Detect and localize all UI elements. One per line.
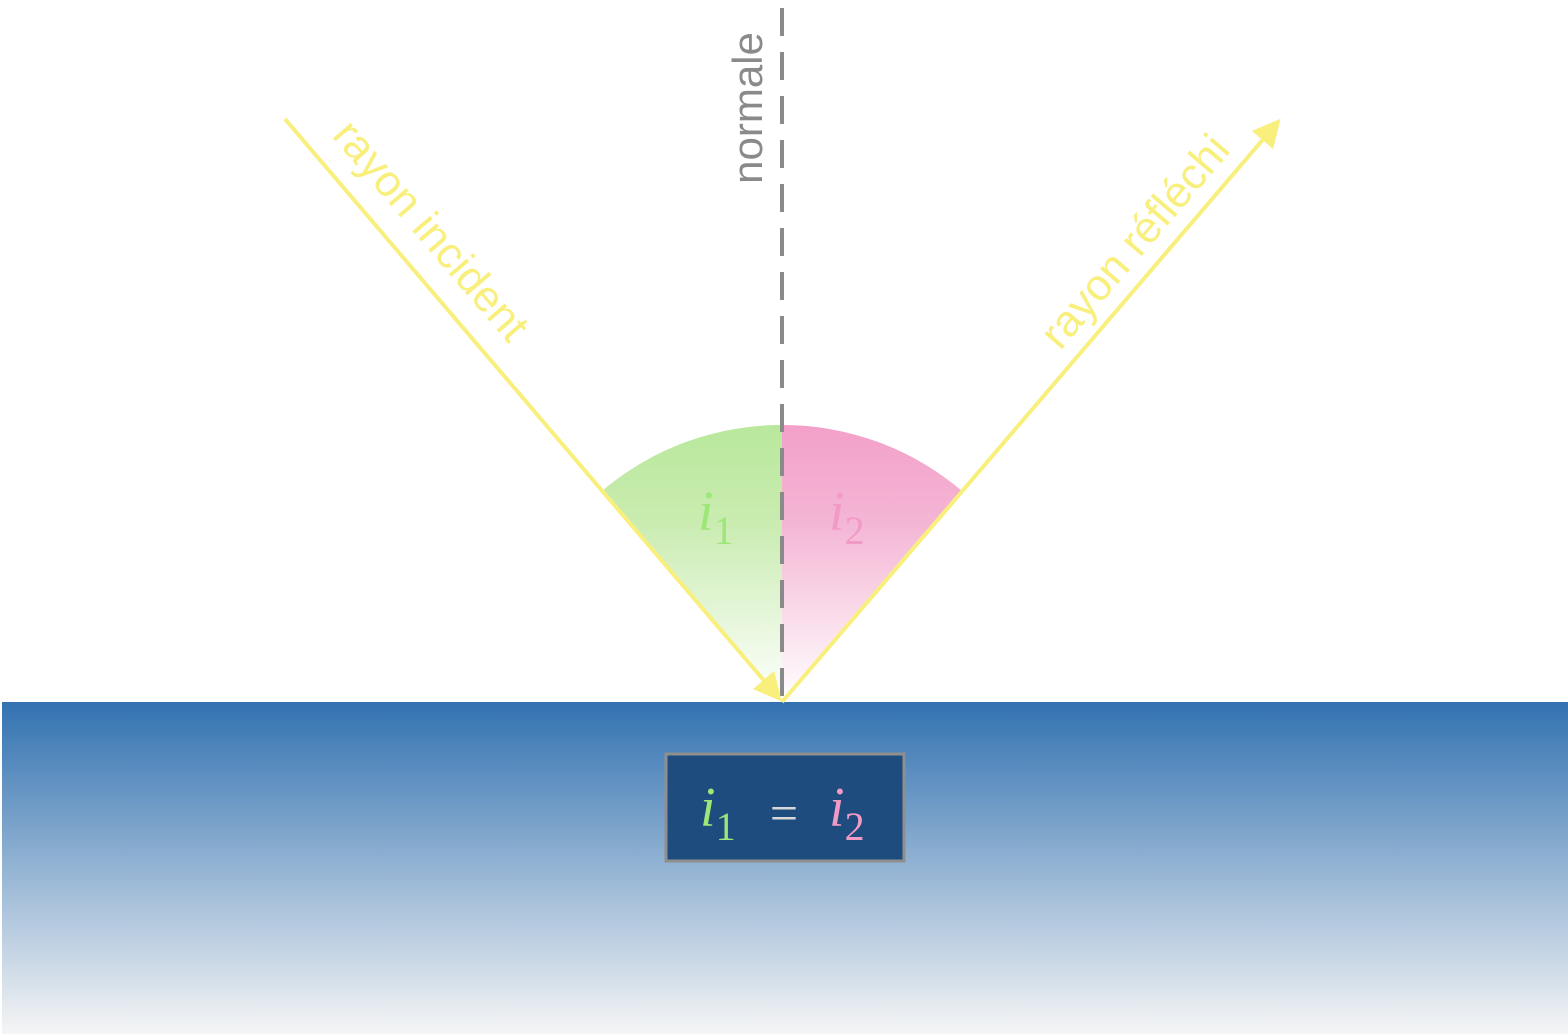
law-right-term: i2 xyxy=(829,777,865,849)
reflected-ray xyxy=(780,118,1281,704)
law-operator: = xyxy=(770,785,798,841)
law-box xyxy=(664,752,906,863)
reflection-angle-sector xyxy=(782,424,962,702)
reflective-surface xyxy=(2,702,1568,1034)
incident-ray xyxy=(283,117,782,702)
incidence-angle-sector xyxy=(602,424,782,702)
incidence-angle-label: i1 xyxy=(698,481,734,553)
reflection-angle-label: i2 xyxy=(829,481,865,553)
incident-ray-label: rayon incident xyxy=(323,111,538,351)
law-left-term: i1 xyxy=(700,777,736,849)
normal-label: normale xyxy=(724,32,771,184)
reflected-ray-label: rayon réfléchi xyxy=(1031,125,1240,358)
